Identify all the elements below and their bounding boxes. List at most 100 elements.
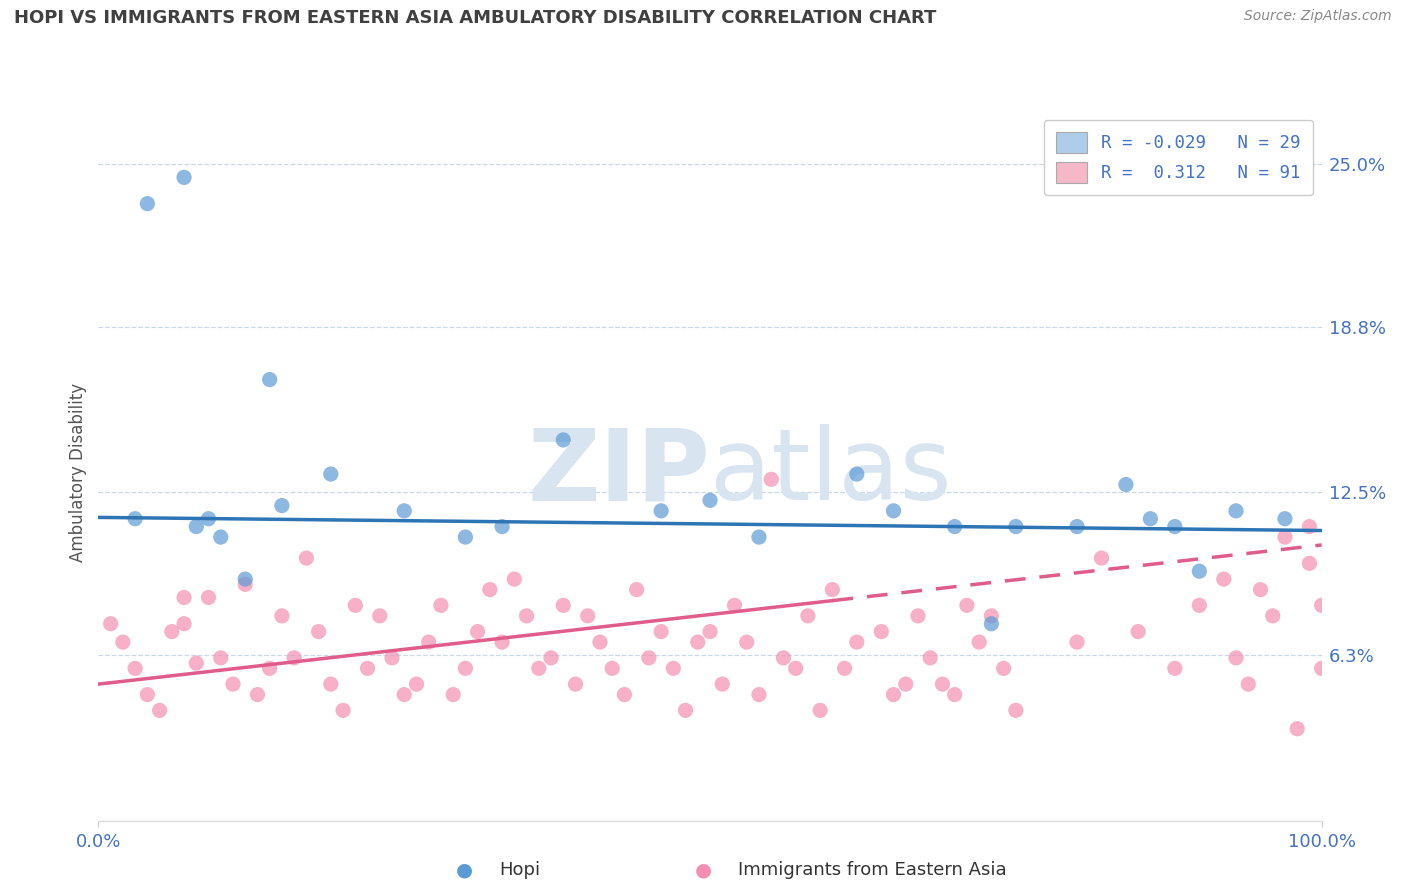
- Point: [920, 651, 942, 665]
- Point: [233, 577, 256, 591]
- Point: [441, 688, 464, 702]
- Point: [980, 616, 1002, 631]
- Point: [503, 572, 526, 586]
- Point: [368, 608, 391, 623]
- Point: [834, 661, 856, 675]
- Point: [748, 688, 770, 702]
- Point: [845, 635, 868, 649]
- Point: [1188, 564, 1211, 578]
- Point: [1115, 477, 1137, 491]
- Point: [1188, 599, 1211, 613]
- Point: [295, 551, 318, 566]
- Point: [589, 635, 612, 649]
- Point: [772, 651, 794, 665]
- Point: [1250, 582, 1272, 597]
- Point: [467, 624, 489, 639]
- Point: [956, 599, 979, 613]
- Point: [564, 677, 586, 691]
- Point: [1164, 519, 1187, 533]
- Text: ●: ●: [456, 860, 472, 880]
- Point: [576, 608, 599, 623]
- Point: [344, 599, 367, 613]
- Point: [870, 624, 893, 639]
- Text: HOPI VS IMMIGRANTS FROM EASTERN ASIA AMBULATORY DISABILITY CORRELATION CHART: HOPI VS IMMIGRANTS FROM EASTERN ASIA AMB…: [14, 9, 936, 27]
- Point: [418, 635, 440, 649]
- Point: [650, 624, 672, 639]
- Point: [943, 519, 966, 533]
- Point: [222, 677, 245, 691]
- Point: [259, 373, 281, 387]
- Point: [845, 467, 868, 481]
- Point: [308, 624, 330, 639]
- Point: [600, 661, 623, 675]
- Y-axis label: Ambulatory Disability: Ambulatory Disability: [69, 384, 87, 562]
- Point: [1090, 551, 1112, 566]
- Point: [233, 572, 256, 586]
- Point: [136, 196, 159, 211]
- Point: [1310, 661, 1333, 675]
- Point: [124, 661, 146, 675]
- Point: [160, 624, 183, 639]
- Point: [711, 677, 734, 691]
- Point: [173, 616, 195, 631]
- Point: [1128, 624, 1150, 639]
- Point: [808, 703, 831, 717]
- Point: [1225, 504, 1247, 518]
- Point: [907, 608, 929, 623]
- Point: [626, 582, 648, 597]
- Point: [173, 591, 195, 605]
- Point: [553, 433, 575, 447]
- Legend: R = -0.029   N = 29, R =  0.312   N = 91: R = -0.029 N = 29, R = 0.312 N = 91: [1045, 120, 1313, 195]
- Text: Immigrants from Eastern Asia: Immigrants from Eastern Asia: [738, 861, 1007, 879]
- Point: [553, 599, 575, 613]
- Point: [1286, 722, 1309, 736]
- Point: [1212, 572, 1234, 586]
- Point: [246, 688, 269, 702]
- Point: [527, 661, 550, 675]
- Point: [1298, 519, 1320, 533]
- Point: [405, 677, 427, 691]
- Point: [356, 661, 378, 675]
- Point: [283, 651, 305, 665]
- Point: [454, 661, 477, 675]
- Point: [392, 688, 416, 702]
- Point: [491, 635, 513, 649]
- Text: Hopi: Hopi: [499, 861, 540, 879]
- Point: [392, 504, 416, 518]
- Point: [748, 530, 770, 544]
- Point: [319, 467, 342, 481]
- Point: [699, 493, 721, 508]
- Point: [430, 599, 453, 613]
- Point: [186, 656, 208, 670]
- Point: [883, 688, 905, 702]
- Point: [967, 635, 990, 649]
- Point: [761, 472, 783, 486]
- Point: [1274, 512, 1296, 526]
- Point: [173, 170, 195, 185]
- Point: [319, 677, 342, 691]
- Point: [993, 661, 1015, 675]
- Point: [931, 677, 953, 691]
- Point: [1139, 512, 1161, 526]
- Point: [478, 582, 501, 597]
- Point: [209, 651, 232, 665]
- Point: [149, 703, 172, 717]
- Point: [1261, 608, 1284, 623]
- Point: [613, 688, 636, 702]
- Point: [111, 635, 134, 649]
- Point: [124, 512, 146, 526]
- Text: Source: ZipAtlas.com: Source: ZipAtlas.com: [1244, 9, 1392, 23]
- Point: [1225, 651, 1247, 665]
- Point: [1237, 677, 1260, 691]
- Point: [723, 599, 745, 613]
- Point: [136, 688, 159, 702]
- Point: [686, 635, 709, 649]
- Point: [735, 635, 758, 649]
- Point: [638, 651, 661, 665]
- Point: [381, 651, 404, 665]
- Point: [1298, 557, 1320, 571]
- Point: [821, 582, 844, 597]
- Point: [662, 661, 685, 675]
- Point: [943, 688, 966, 702]
- Point: [270, 499, 294, 513]
